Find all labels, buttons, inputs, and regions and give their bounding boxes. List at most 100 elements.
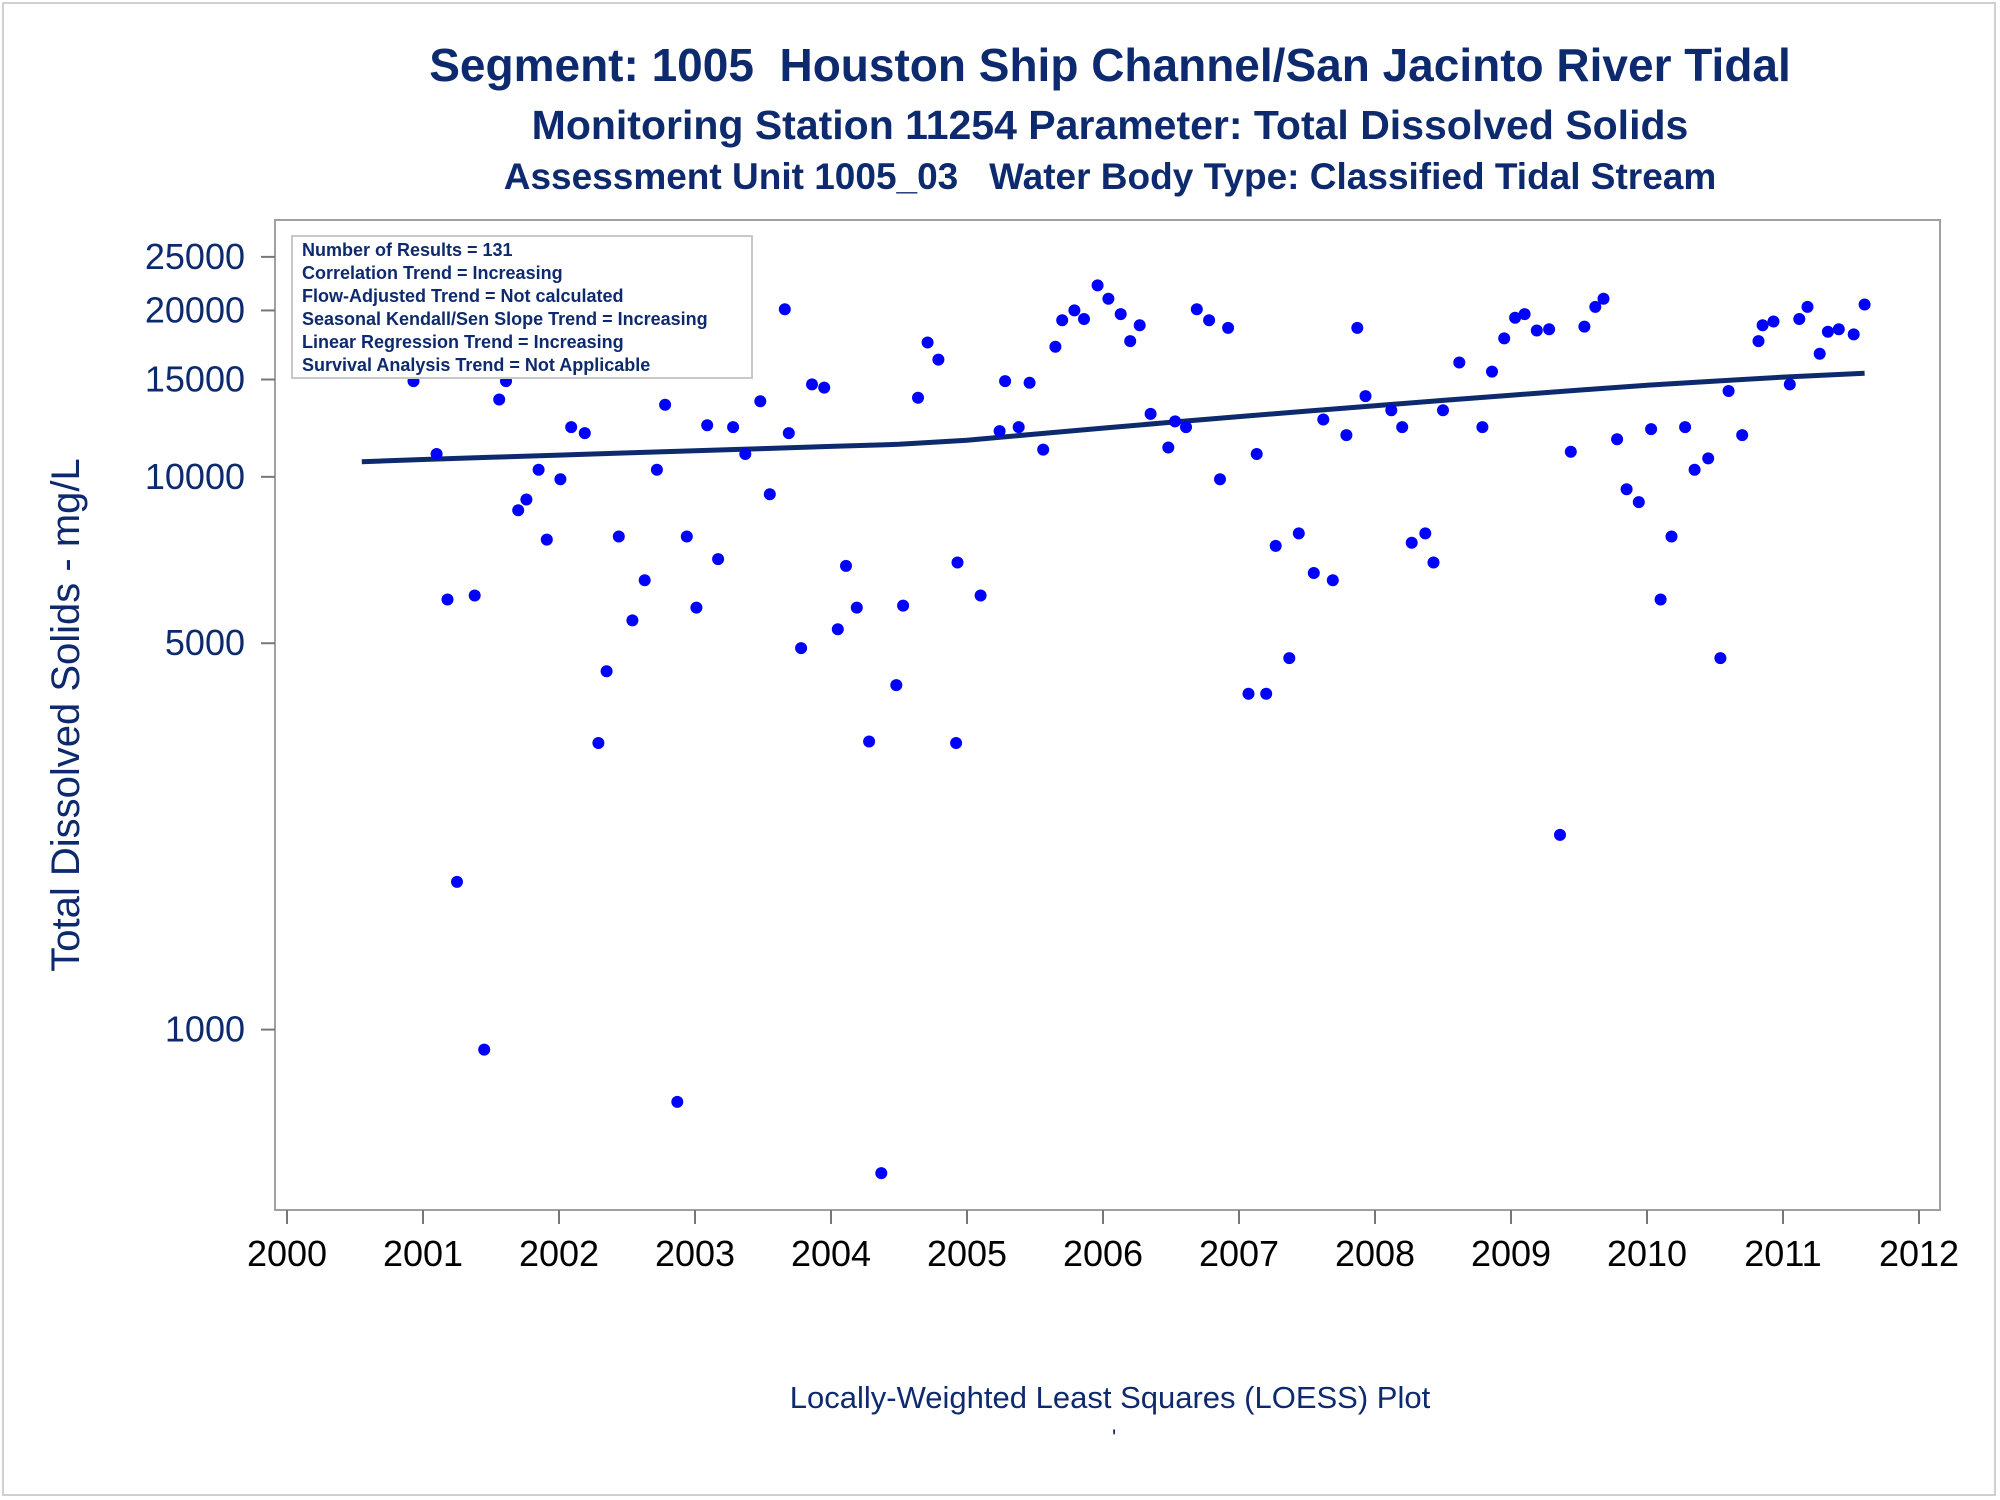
data-point: [1260, 687, 1273, 700]
data-point: [701, 419, 714, 432]
data-point: [1486, 365, 1498, 378]
data-point: [1813, 347, 1826, 360]
data-point: [763, 488, 776, 501]
data-point: [493, 393, 506, 406]
data-point: [1702, 452, 1715, 465]
data-point: [554, 473, 567, 486]
chart-subtitle-station: Monitoring Station 11254 Parameter: Tota…: [531, 102, 1689, 148]
x-tick-label: 2002: [519, 1233, 599, 1274]
data-point: [850, 601, 863, 614]
data-point: [1632, 496, 1645, 509]
data-point: [1518, 308, 1531, 321]
data-point: [1597, 292, 1610, 305]
data-point: [840, 559, 852, 572]
data-point: [1292, 527, 1305, 540]
data-point: [1498, 332, 1511, 345]
data-point: [1847, 328, 1860, 341]
data-point: [1162, 441, 1175, 454]
y-tick-label: 5000: [165, 622, 245, 663]
data-point: [1554, 828, 1566, 841]
data-point: [1124, 335, 1137, 348]
data-point: [1620, 483, 1633, 496]
data-point: [1858, 298, 1871, 311]
data-point: [1396, 421, 1409, 434]
data-point: [950, 737, 963, 749]
data-point: [532, 463, 545, 476]
data-point: [897, 599, 910, 612]
x-axis: 2000 2001 2002 2003 2004 2005 2006 2007 2008 2009…: [247, 1210, 1959, 1274]
legend-line-correlation: Correlation Trend = Increasing: [302, 263, 563, 283]
data-point: [974, 589, 987, 602]
data-point: [1359, 390, 1372, 403]
data-point: [875, 1167, 888, 1180]
data-point: [1752, 335, 1765, 348]
data-point: [1736, 429, 1749, 442]
data-point: [540, 533, 553, 546]
data-point: [592, 737, 605, 749]
data-point: [1543, 323, 1556, 336]
x-tick-label: 2005: [927, 1233, 1007, 1274]
data-point: [690, 601, 703, 614]
data-point: [1783, 378, 1796, 391]
data-point: [1419, 527, 1432, 540]
data-point: [890, 679, 903, 692]
legend-line-survival-analysis: Survival Analysis Trend = Not Applicable: [302, 355, 650, 375]
data-point: [1056, 314, 1069, 327]
chart-subtitle-assessment: Assessment Unit 1005_03 Water Body Type:…: [503, 156, 1717, 197]
data-point: [1203, 314, 1216, 327]
data-point: [1767, 315, 1780, 328]
data-point: [650, 463, 663, 476]
data-point: [1793, 313, 1806, 325]
data-point: [1476, 421, 1489, 434]
data-point: [671, 1095, 684, 1108]
y-axis-label: Total Dissolved Solids - mg/L: [44, 458, 88, 972]
data-point: [451, 875, 463, 888]
data-point: [1049, 340, 1062, 353]
x-tick-label: 2008: [1335, 1233, 1415, 1274]
data-point: [1250, 448, 1263, 460]
data-point: [1688, 463, 1701, 476]
data-point: [1351, 321, 1364, 334]
data-point: [1611, 433, 1624, 446]
data-point: [1190, 303, 1203, 316]
data-point: [1385, 404, 1398, 417]
data-point: [912, 391, 924, 404]
data-point: [1564, 445, 1577, 458]
data-point: [1102, 292, 1115, 305]
data-point: [1180, 421, 1192, 434]
x-tick-label: 2000: [247, 1233, 327, 1274]
data-point: [1645, 423, 1658, 436]
data-point: [999, 375, 1012, 388]
legend-line-flow-adjusted: Flow-Adjusted Trend = Not calculated: [302, 286, 624, 306]
chart-marks: [355, 239, 1871, 1180]
legend-line-linear-regression: Linear Regression Trend = Increasing: [302, 332, 624, 352]
data-point: [1679, 421, 1692, 434]
data-point: [1114, 308, 1127, 321]
data-point: [1722, 385, 1735, 397]
data-point: [659, 398, 672, 411]
data-point: [626, 614, 639, 627]
data-point: [1530, 324, 1543, 337]
data-point: [1269, 539, 1282, 552]
data-point: [512, 504, 525, 517]
legend-line-seasonal-kendall: Seasonal Kendall/Sen Slope Trend = Incre…: [302, 309, 708, 329]
x-tick-label: 2001: [383, 1233, 463, 1274]
data-point: [863, 735, 876, 748]
legend-line-results: Number of Results = 131: [302, 240, 513, 260]
y-tick-label: 25000: [145, 236, 245, 277]
data-point: [993, 425, 1006, 438]
data-point: [1133, 319, 1146, 332]
y-tick-label: 15000: [145, 359, 245, 400]
data-point: [1283, 652, 1296, 665]
x-tick-label: 2012: [1879, 1233, 1959, 1274]
data-point: [1037, 443, 1050, 456]
data-point: [1437, 404, 1449, 417]
data-point: [1144, 407, 1157, 420]
loess-trend-line: [361, 370, 1865, 465]
data-point: [600, 665, 613, 678]
data-point: [680, 530, 693, 543]
x-tick-label: 2006: [1063, 1233, 1143, 1274]
data-point: [806, 378, 818, 391]
